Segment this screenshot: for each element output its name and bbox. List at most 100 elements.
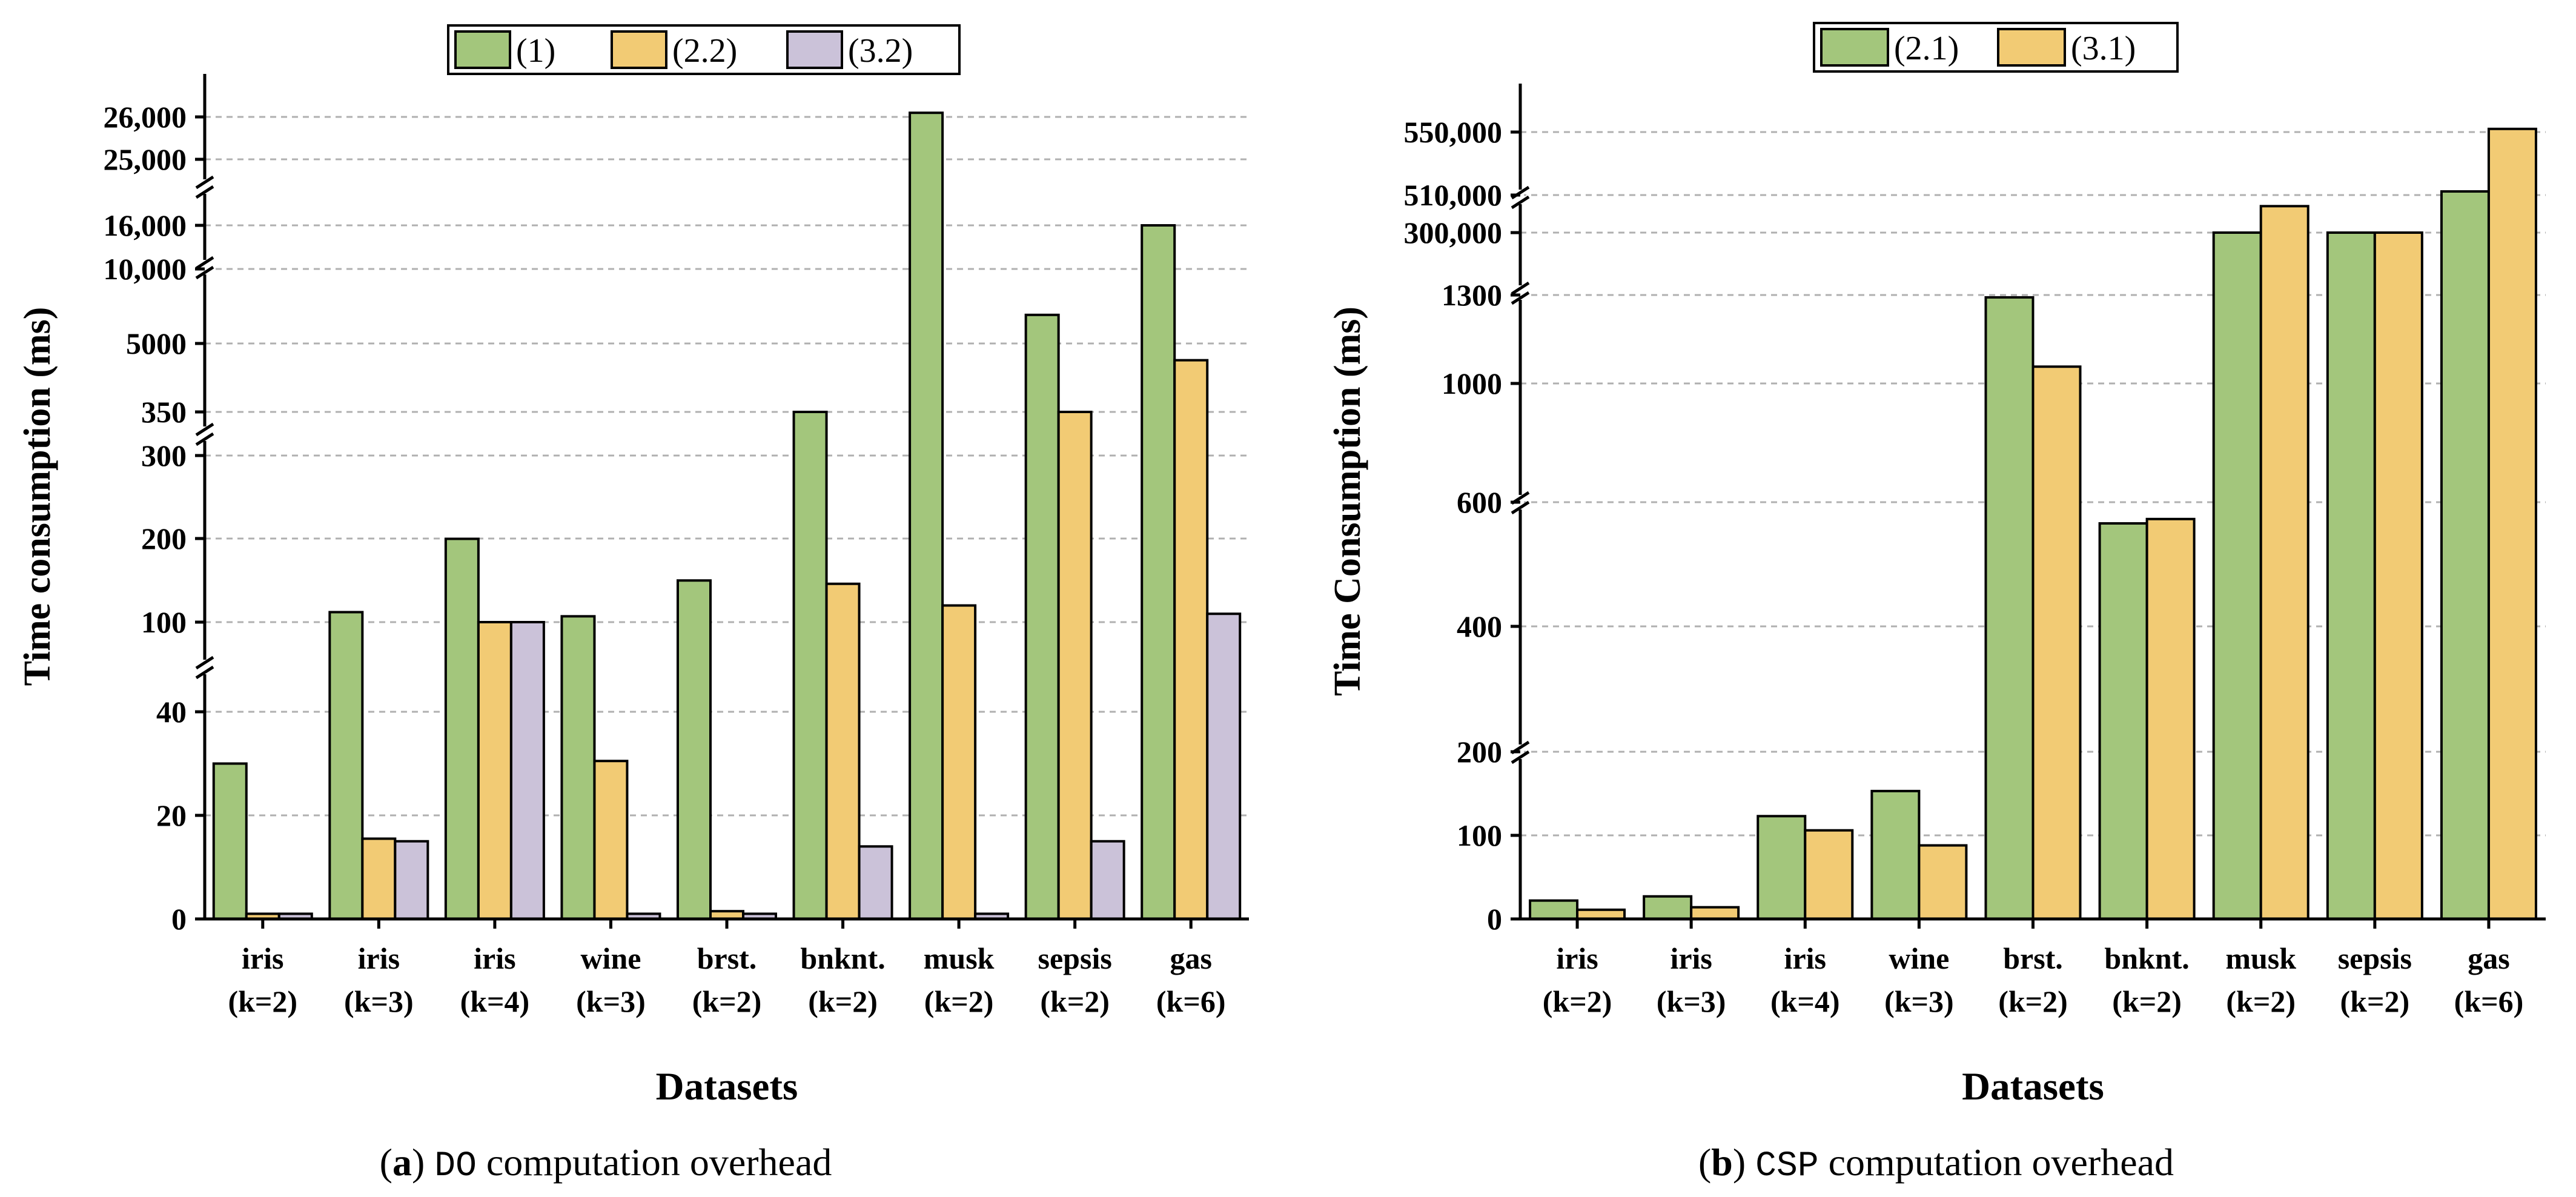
y-tick-label: 1000: [1442, 366, 1502, 400]
y-tick-label: 10,000: [104, 252, 187, 286]
x-tick-label: (k=3): [1657, 984, 1726, 1018]
caption: (b) CSP computation overhead: [1698, 1141, 2174, 1186]
bar-22-2: [477, 621, 512, 920]
bar-31-2: [1804, 829, 1854, 920]
bar-1-8: [1141, 224, 1176, 920]
x-tick-label: (k=6): [1156, 984, 1226, 1018]
bar-32-8: [1206, 612, 1242, 920]
x-tick-label: (k=2): [228, 984, 297, 1018]
x-tick-label: (k=2): [692, 984, 762, 1018]
bar-32-2: [509, 621, 545, 920]
x-tick-label: (k=2): [1040, 984, 1110, 1018]
y-tick-label: 40: [156, 695, 187, 729]
bar-21-2: [1757, 815, 1807, 921]
x-tick-label: (k=2): [808, 984, 878, 1018]
legend-label: (3.2): [848, 32, 913, 70]
bar-1-4: [677, 579, 712, 920]
legend-label: (1): [516, 32, 555, 70]
y-tick-label: 600: [1457, 485, 1502, 519]
x-tick-label: gas: [1170, 941, 1211, 975]
legend-box: [447, 24, 961, 75]
x-axis-title: Datasets: [1962, 1065, 2104, 1109]
bar-22-5: [825, 582, 861, 920]
legend-swatch: [454, 30, 511, 69]
y-tick-label: 20: [156, 798, 187, 832]
bar-21-8: [2440, 190, 2490, 920]
x-tick-label: (k=2): [2226, 984, 2296, 1018]
bar-21-1: [1643, 895, 1693, 920]
axis-break-mark: [1511, 281, 1530, 296]
x-tick-label: sepsis: [1038, 941, 1112, 975]
bar-1-3: [560, 615, 596, 920]
x-tick-label: iris: [242, 941, 283, 975]
bar-1-6: [909, 111, 944, 920]
bar-22-1: [361, 837, 397, 920]
bar-21-5: [2098, 522, 2148, 920]
bar-21-0: [1529, 899, 1579, 921]
legend: (1) (2.2) (3.2): [447, 24, 961, 75]
bar-31-7: [2373, 231, 2423, 920]
bar-21-7: [2326, 231, 2376, 920]
y-tick-label: 200: [141, 522, 187, 555]
axis-break-mark: [195, 655, 214, 670]
y-tick-label: 0: [1487, 902, 1502, 936]
bar-31-8: [2487, 127, 2537, 920]
bar-31-3: [1918, 844, 1968, 921]
bar-21-4: [1984, 296, 2035, 921]
legend-swatch: [1997, 28, 2066, 67]
axis-break-mark: [195, 432, 214, 446]
bar-1-7: [1024, 313, 1060, 920]
bar-1-2: [444, 537, 480, 920]
bar-1-1: [328, 611, 364, 920]
caption: (a) DO computation overhead: [380, 1141, 832, 1186]
y-tick-label: 1300: [1442, 278, 1502, 312]
x-tick-label: iris: [1556, 941, 1598, 975]
bar-22-3: [593, 760, 629, 920]
axis-break-mark: [1511, 750, 1530, 764]
bar-31-1: [1690, 906, 1740, 921]
x-tick-label: (k=6): [2454, 984, 2524, 1018]
bar-21-3: [1870, 789, 1921, 920]
chart-panel-0: 0 20 40 100 200 300 350 5000 10,000 16,000 25,000 2…: [17, 24, 1249, 1186]
axis-break-mark: [195, 256, 214, 270]
y-tick-label: 300,000: [1404, 216, 1503, 250]
legend: (2.1) (3.1): [1813, 22, 2179, 73]
x-tick-label: iris: [1670, 941, 1712, 975]
axis-break-mark: [195, 422, 214, 437]
x-tick-label: (k=4): [460, 984, 530, 1018]
y-tick-label: 16,000: [104, 208, 187, 242]
bar-32-1: [394, 840, 429, 920]
axis-break-mark: [195, 175, 214, 190]
y-tick-label: 5000: [126, 327, 187, 360]
x-tick-label: brst.: [697, 941, 757, 975]
y-tick-label: 200: [1457, 735, 1502, 769]
x-tick-label: iris: [1784, 941, 1826, 975]
y-axis-title: Time consumption (ms): [17, 307, 58, 686]
x-tick-label: bnknt.: [800, 941, 885, 975]
x-tick-label: (k=2): [2340, 984, 2410, 1018]
x-tick-label: (k=3): [1884, 984, 1954, 1018]
legend-label: (2.2): [672, 32, 737, 70]
x-tick-label: sepsis: [2338, 941, 2412, 975]
x-tick-label: gas: [2468, 941, 2509, 975]
x-tick-label: iris: [474, 941, 515, 975]
chart-panel-1: 0 100 200 400 600 1000 1300 300,000 510,000 550,0…: [1327, 22, 2546, 1186]
x-tick-label: wine: [1889, 941, 1949, 975]
bar-32-7: [1090, 840, 1125, 920]
axis-break-mark: [1511, 500, 1530, 515]
y-tick-label: 25,000: [104, 142, 187, 176]
y-tick-label: 350: [141, 395, 187, 429]
x-tick-label: (k=4): [1770, 984, 1840, 1018]
x-tick-label: (k=2): [1998, 984, 2068, 1018]
y-tick-label: 100: [141, 605, 187, 639]
y-tick-label: 26,000: [104, 100, 187, 134]
x-tick-label: (k=2): [1543, 984, 1612, 1018]
bar-31-5: [2145, 517, 2196, 920]
bar-21-6: [2212, 231, 2262, 920]
y-axis-title: Time Consumption (ms): [1327, 307, 1368, 696]
axis-break-mark: [1511, 195, 1530, 210]
legend-label: (3.1): [2071, 30, 2136, 67]
y-tick-label: 0: [171, 902, 187, 936]
bar-1-5: [792, 411, 828, 920]
